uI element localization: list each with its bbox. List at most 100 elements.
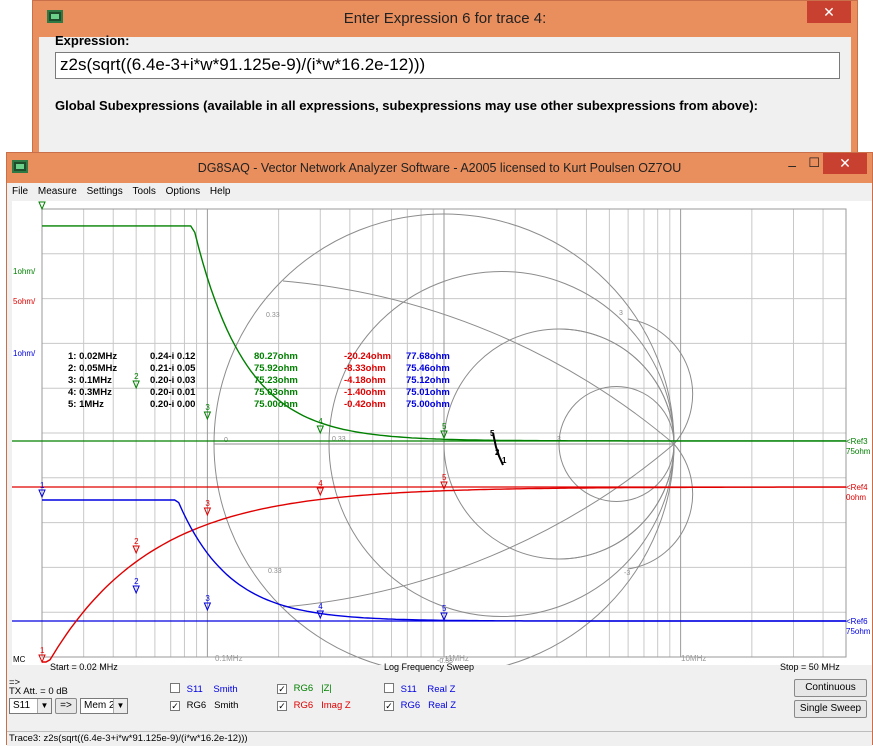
marker-triangle bbox=[316, 425, 325, 435]
scale-label-red: 5ohm/ bbox=[13, 297, 36, 306]
menu-file[interactable]: File bbox=[12, 186, 29, 197]
chevron-down-icon[interactable]: ▼ bbox=[113, 699, 127, 713]
marker-readout-cell: -8.33ohm bbox=[344, 363, 386, 374]
trace-toggle-rg6-real[interactable]: ✓ RG6 Real Z bbox=[384, 700, 456, 711]
trace-format: Real Z bbox=[428, 700, 457, 711]
smith-x-arc-pos-0.33 bbox=[282, 280, 675, 445]
marker-triangle bbox=[440, 481, 448, 491]
close-icon[interactable]: ✕ bbox=[807, 1, 851, 23]
status-bar: Trace3: z2s(sqrt((6.4e-3+i*w*91.125e-9)/… bbox=[7, 731, 872, 746]
marker-readout-cell: -20.24ohm bbox=[344, 351, 391, 362]
port-select[interactable]: S11 ▼ bbox=[9, 698, 52, 714]
checkbox[interactable] bbox=[170, 683, 180, 693]
smith-label: -3 bbox=[624, 570, 630, 577]
checkbox[interactable] bbox=[384, 683, 394, 693]
marker-number: 1 bbox=[40, 201, 45, 202]
menu-options[interactable]: Options bbox=[165, 186, 201, 197]
ref6-value: 75ohm bbox=[846, 627, 871, 636]
smith-label: 3 bbox=[619, 310, 623, 317]
marker-readout-cell: 75.92ohm bbox=[254, 363, 298, 374]
smith-trace-path bbox=[492, 432, 504, 466]
port-select-value: S11 bbox=[13, 700, 31, 711]
checkbox-checked[interactable]: ✓ bbox=[170, 701, 180, 711]
freq-label-1mhz: 1MHz bbox=[448, 654, 469, 663]
marker-readout-table: 1: 0.02MHz 0.24-i 0.12 80.27ohm -20.24ohm 77… bbox=[68, 351, 450, 410]
tx-arrow-label: => bbox=[9, 677, 21, 688]
grid-border bbox=[41, 208, 847, 658]
chevron-down-icon[interactable]: ▼ bbox=[37, 699, 51, 713]
expression-label: Expression: bbox=[55, 33, 130, 48]
marker-readout-cell: 75.00ohm bbox=[254, 399, 298, 410]
continuous-button[interactable]: Continuous bbox=[794, 679, 867, 697]
scale-label-green: 1ohm/ bbox=[13, 267, 36, 276]
marker-readout-cell: 75.12ohm bbox=[406, 375, 450, 386]
marker-number: 1 bbox=[40, 481, 45, 490]
ref4-value: 0ohm bbox=[846, 493, 866, 502]
marker-number: 5 bbox=[442, 473, 447, 482]
marker-triangle bbox=[38, 201, 46, 211]
plot-canvas[interactable]: 0.33 0.33 0 0.33 1 3 3 -0.33 -3 -1 11122… bbox=[12, 201, 872, 665]
marker-number: 1 bbox=[40, 646, 45, 655]
marker-readout-cell: -1.40ohm bbox=[344, 387, 386, 398]
menu-help[interactable]: Help bbox=[209, 186, 231, 197]
sweep-mode-label: Log Frequency Sweep bbox=[384, 662, 475, 672]
menu-settings[interactable]: Settings bbox=[86, 186, 123, 197]
marker-number: 3 bbox=[205, 403, 210, 412]
marker-triangle bbox=[38, 654, 46, 664]
ref3-value: 75ohm bbox=[846, 447, 871, 456]
memory-select[interactable]: Mem 2 ▼ bbox=[80, 698, 128, 714]
controls-panel: => TX Att. = 0 dB S11 ▼ => Mem 2 ▼ S11 S… bbox=[7, 665, 872, 746]
marker-readout-cell: 75.23ohm bbox=[254, 375, 298, 386]
marker-readout-cell: -0.42ohm bbox=[344, 399, 386, 410]
single-sweep-button[interactable]: Single Sweep bbox=[794, 700, 867, 718]
log-frequency-grid bbox=[41, 208, 847, 658]
marker-number: 2 bbox=[134, 577, 139, 586]
trace-name: S11 bbox=[400, 684, 417, 695]
global-subexpressions-label: Global Subexpressions (available in all … bbox=[55, 98, 758, 113]
smith-x-arc-neg-1 bbox=[558, 443, 675, 560]
trace-name: RG6 bbox=[293, 683, 314, 694]
checkbox-checked[interactable]: ✓ bbox=[384, 701, 394, 711]
trace-toggle-rg6-mag[interactable]: ✓ RG6 |Z| bbox=[277, 683, 332, 694]
stop-label: Stop = 50 MHz bbox=[780, 662, 840, 672]
marker-number: 3 bbox=[205, 499, 210, 508]
checkbox-checked[interactable]: ✓ bbox=[277, 684, 287, 694]
expression-input[interactable]: z2s(sqrt((6.4e-3+i*w*91.125e-9)/(i*w*16.… bbox=[55, 52, 840, 79]
marker-triangle bbox=[132, 545, 140, 555]
expression-dialog-titlebar[interactable]: Enter Expression 6 for trace 4: ✕ bbox=[33, 1, 857, 37]
trace-toggle-s11-smith[interactable]: S11 Smith bbox=[170, 683, 238, 695]
checkbox-checked[interactable]: ✓ bbox=[277, 701, 287, 711]
vna-titlebar[interactable]: DG8SAQ - Vector Network Analyzer Softwar… bbox=[7, 153, 872, 183]
menu-tools[interactable]: Tools bbox=[132, 186, 156, 197]
trace-format: Smith bbox=[214, 700, 239, 711]
trace-format: Real Z bbox=[427, 684, 456, 695]
maximize-icon[interactable]: ☐ bbox=[808, 155, 820, 170]
trace-toggle-rg6-imag[interactable]: ✓ RG6 Imag Z bbox=[277, 700, 351, 711]
transfer-button[interactable]: => bbox=[55, 698, 77, 714]
trace-markers: 1 1 1 2 2 2 3 3 3 4 4 4 5 5 5 bbox=[38, 201, 448, 664]
close-icon[interactable]: ✕ bbox=[823, 153, 867, 174]
marker-triangle bbox=[38, 489, 46, 499]
minimize-icon[interactable]: – bbox=[788, 157, 796, 173]
smith-x-arc-pos-1 bbox=[558, 328, 675, 445]
marker-readout-cell: 77.68ohm bbox=[406, 351, 450, 362]
trace-name: S11 bbox=[186, 684, 203, 695]
marker-readout-cell: 5: 1MHz bbox=[68, 399, 104, 410]
trace-toggle-s11-real[interactable]: S11 Real Z bbox=[384, 683, 455, 695]
smith-x-arc-pos-3 bbox=[627, 318, 694, 445]
plot-area[interactable]: 0.33 0.33 0 0.33 1 3 3 -0.33 -3 -1 11122… bbox=[12, 201, 872, 665]
trace-name: RG6 bbox=[293, 700, 314, 711]
marker-number: 2 bbox=[134, 372, 139, 381]
mc-label: MC bbox=[13, 655, 26, 664]
app-icon bbox=[12, 160, 28, 173]
trace-format: |Z| bbox=[321, 683, 332, 694]
menu-measure[interactable]: Measure bbox=[37, 186, 77, 197]
freq-label-10mhz: 10MHz bbox=[681, 654, 706, 663]
trace-toggle-rg6-smith[interactable]: ✓ RG6 Smith bbox=[170, 700, 238, 711]
smith-x-arc-neg-0.33 bbox=[282, 443, 675, 608]
marker-number: 5 bbox=[442, 422, 447, 431]
marker-readout-cell: 3: 0.1MHz bbox=[68, 375, 112, 386]
marker-readout-cell: 0.20-i 0.00 bbox=[150, 399, 195, 410]
trace-rg6-mag bbox=[42, 225, 846, 442]
ref3-name: <Ref3 bbox=[846, 437, 868, 446]
